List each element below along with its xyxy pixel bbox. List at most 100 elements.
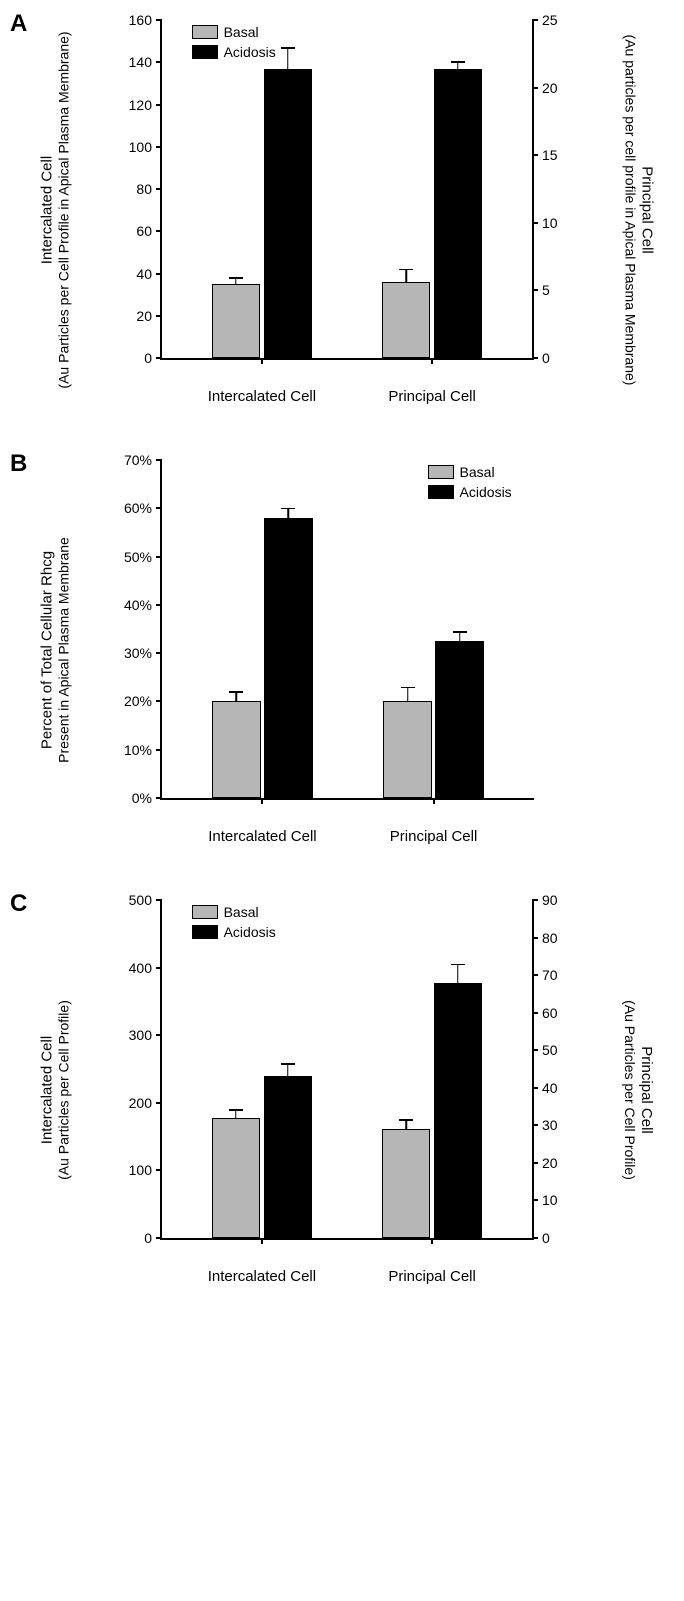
bar-basal <box>382 282 430 358</box>
error-cap <box>281 1063 295 1065</box>
tick-mark <box>261 358 263 364</box>
bar-basal <box>383 701 431 798</box>
axis-title-line2: (Au Particles per Cell Profile in Apical… <box>56 31 72 388</box>
axis-title-line2: Present in Apical Plasma Membrane <box>56 537 72 763</box>
legend: Basal Acidosis <box>192 24 276 64</box>
error-bar <box>459 633 461 643</box>
error-bar <box>236 693 238 702</box>
axis-title-line2: (Au particles per cell profile in Apical… <box>623 35 639 386</box>
legend-swatch <box>192 925 218 939</box>
legend-swatch <box>192 45 218 59</box>
axis-title-line1: Percent of Total Cellular Rhcg <box>39 551 56 749</box>
error-bar <box>407 688 409 702</box>
plot-area: 01002003004005000102030405060708090Inter… <box>160 900 534 1240</box>
panel-B: B 0%10%20%30%40%50%60%70%Intercalated Cel… <box>10 450 674 850</box>
legend-text: Basal <box>460 464 495 480</box>
tick-mark <box>532 19 538 21</box>
error-bar <box>235 279 237 285</box>
error-cap <box>229 691 243 693</box>
error-cap <box>451 61 465 63</box>
bar-acidosis <box>264 518 312 798</box>
legend-basal: Basal <box>428 464 512 480</box>
legend-swatch <box>192 25 218 39</box>
chart-wrap: 0204060801001201401600510152025Intercala… <box>110 10 584 410</box>
bar-acidosis <box>434 69 482 358</box>
error-cap <box>229 277 243 279</box>
tick-mark <box>156 19 162 21</box>
plot-area: 0204060801001201401600510152025Intercala… <box>160 20 534 360</box>
x-label: Intercalated Cell <box>208 1268 316 1285</box>
error-cap <box>281 47 295 49</box>
error-bar <box>287 1065 289 1077</box>
error-cap <box>229 1109 243 1111</box>
bar-basal <box>212 701 260 798</box>
y-axis-label-right: Principal Cell(Au Particles per Cell Pro… <box>623 1000 656 1180</box>
tick-mark <box>431 1238 433 1244</box>
y-axis-label-left: Percent of Total Cellular RhcgPresent in… <box>39 537 72 763</box>
x-label: Principal Cell <box>388 1268 476 1285</box>
legend-swatch <box>428 465 454 479</box>
axis-title-line1: Principal Cell <box>639 166 656 254</box>
legend-basal: Basal <box>192 904 276 920</box>
y-tick-left: 160 <box>112 12 162 28</box>
tick-mark <box>156 899 162 901</box>
y-axis-label-left: Intercalated Cell(Au Particles per Cell … <box>39 1000 72 1180</box>
axis-title-line1: Principal Cell <box>639 1046 656 1134</box>
legend-swatch <box>428 485 454 499</box>
error-cap <box>401 687 415 689</box>
x-label: Intercalated Cell <box>208 388 316 405</box>
y-axis-label-left: Intercalated Cell(Au Particles per Cell … <box>39 31 72 388</box>
bar-acidosis <box>264 69 312 358</box>
legend-text: Acidosis <box>224 924 276 940</box>
error-cap <box>453 631 467 633</box>
panel-label: B <box>10 450 27 478</box>
tick-mark <box>431 358 433 364</box>
tick-mark <box>156 459 162 461</box>
legend-acidosis: Acidosis <box>192 44 276 60</box>
y-tick-right: 90 <box>532 892 582 908</box>
legend-acidosis: Acidosis <box>192 924 276 940</box>
axis-title-line2: (Au Particles per Cell Profile) <box>623 1000 639 1180</box>
error-cap <box>451 964 465 966</box>
axis-title-line1: Intercalated Cell <box>39 1036 56 1144</box>
legend: Basal Acidosis <box>428 464 512 504</box>
legend-acidosis: Acidosis <box>428 484 512 500</box>
legend-text: Acidosis <box>460 484 512 500</box>
y-tick-left: 500 <box>112 892 162 908</box>
legend-text: Acidosis <box>224 44 276 60</box>
tick-mark <box>532 899 538 901</box>
tick-mark <box>433 798 435 804</box>
error-bar <box>288 509 290 519</box>
error-cap <box>281 508 295 510</box>
x-label: Intercalated Cell <box>208 828 316 845</box>
chart-wrap: 0%10%20%30%40%50%60%70%Intercalated Cell… <box>110 450 584 850</box>
error-cap <box>399 1119 413 1121</box>
bar-basal <box>212 1118 260 1238</box>
y-tick-right: 25 <box>532 12 582 28</box>
error-bar <box>405 1121 407 1130</box>
bar-acidosis <box>264 1076 312 1238</box>
error-bar <box>457 63 459 70</box>
error-cap <box>399 269 413 271</box>
legend-text: Basal <box>224 904 259 920</box>
tick-mark <box>261 798 263 804</box>
chart-wrap: 01002003004005000102030405060708090Inter… <box>110 890 584 1290</box>
bar-acidosis <box>434 983 482 1238</box>
error-bar <box>405 270 407 283</box>
legend-swatch <box>192 905 218 919</box>
bar-acidosis <box>435 641 483 798</box>
tick-mark <box>261 1238 263 1244</box>
panel-label: C <box>10 890 27 918</box>
panel-A: A 0204060801001201401600510152025Intercal… <box>10 10 674 410</box>
x-label: Principal Cell <box>388 388 476 405</box>
legend: Basal Acidosis <box>192 904 276 944</box>
axis-title-line1: Intercalated Cell <box>39 156 56 264</box>
panel-C: C 01002003004005000102030405060708090Inte… <box>10 890 674 1290</box>
plot-area: 0%10%20%30%40%50%60%70%Intercalated Cell… <box>160 460 534 800</box>
error-bar <box>287 49 289 70</box>
bar-basal <box>382 1129 430 1238</box>
error-bar <box>457 965 459 984</box>
bar-basal <box>212 284 260 358</box>
legend-text: Basal <box>224 24 259 40</box>
panel-label: A <box>10 10 27 38</box>
